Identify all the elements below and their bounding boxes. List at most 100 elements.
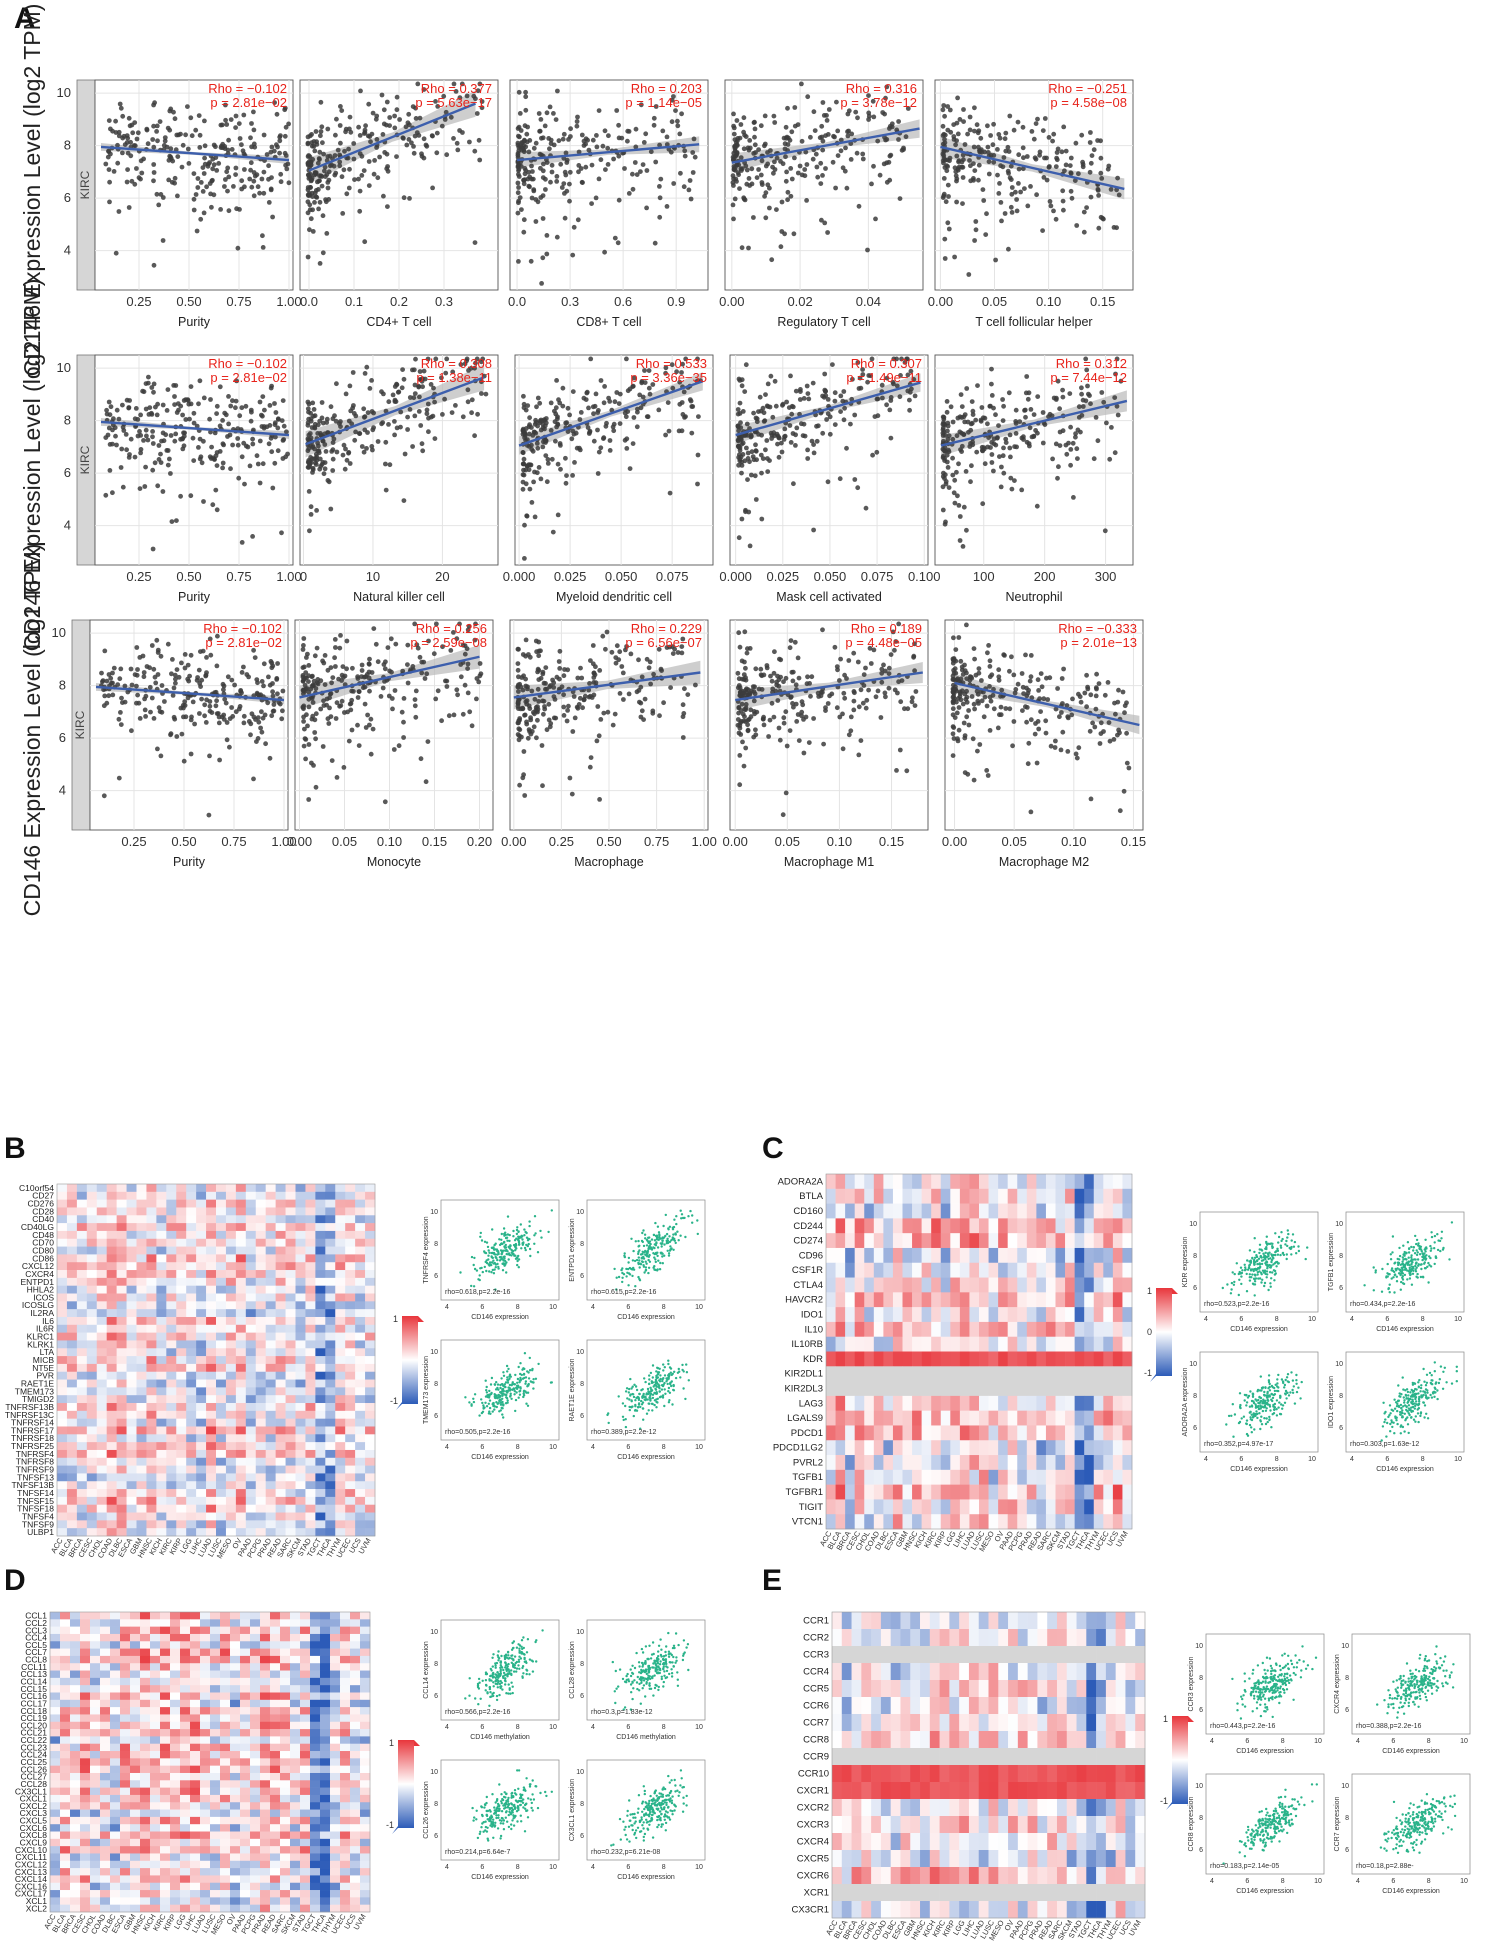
data-point	[751, 689, 757, 694]
heatmap-cell	[235, 1301, 247, 1310]
data-point	[1019, 487, 1025, 493]
data-point	[433, 696, 439, 702]
data-point	[563, 480, 569, 486]
data-point	[774, 207, 779, 213]
data-point	[368, 139, 373, 145]
heatmap-cell	[345, 1215, 356, 1224]
data-point	[731, 111, 736, 117]
data-point	[1124, 730, 1129, 736]
data-point	[752, 134, 757, 140]
data-point	[301, 643, 306, 648]
data-point	[1027, 678, 1033, 684]
data-point	[342, 710, 347, 715]
data-point	[233, 125, 239, 130]
data-point	[220, 465, 226, 471]
heatmap-cell	[345, 1230, 356, 1240]
data-point	[272, 401, 277, 406]
heatmap-cell	[166, 1293, 177, 1302]
data-point	[529, 195, 535, 201]
heatmap-cell	[106, 1262, 117, 1271]
heatmap-cell	[206, 1238, 217, 1247]
data-point	[351, 689, 356, 694]
heatmap-cell	[206, 1348, 217, 1357]
data-point	[365, 410, 371, 415]
data-point	[736, 172, 741, 178]
data-point	[897, 196, 903, 202]
data-point	[1001, 155, 1007, 160]
heatmap-cell	[166, 1215, 177, 1224]
heatmap-cell	[186, 1191, 197, 1200]
heatmap-cell	[335, 1277, 346, 1286]
data-point	[213, 453, 219, 459]
heatmap-cell	[225, 1191, 237, 1200]
data-point	[118, 105, 124, 111]
data-point	[251, 193, 257, 199]
data-point	[1060, 198, 1066, 204]
data-point	[1073, 434, 1078, 440]
data-point	[880, 395, 885, 401]
heatmap-cell	[76, 1223, 88, 1232]
data-point	[743, 362, 749, 368]
data-point	[521, 217, 527, 223]
heatmap-cell	[285, 1356, 296, 1365]
data-point	[875, 138, 881, 144]
data-point	[250, 441, 256, 447]
data-point	[598, 157, 604, 163]
heatmap-cell	[295, 1246, 306, 1255]
data-point	[887, 153, 893, 159]
data-point	[174, 518, 179, 523]
data-point	[413, 116, 419, 121]
data-point	[340, 452, 346, 458]
data-point	[248, 160, 254, 166]
heatmap-cell	[166, 1184, 177, 1193]
data-point	[865, 247, 870, 253]
data-point	[742, 389, 748, 394]
data-point	[660, 128, 666, 134]
x-axis-label: Natural killer cell	[353, 590, 445, 604]
heatmap-cell	[96, 1293, 107, 1302]
data-point	[1124, 700, 1129, 706]
data-point	[319, 462, 325, 467]
heatmap-cell	[235, 1332, 247, 1341]
data-point	[942, 521, 948, 527]
data-point	[987, 694, 993, 700]
data-point	[313, 784, 319, 790]
regression-line	[308, 102, 476, 172]
data-point	[950, 724, 956, 729]
data-point	[941, 131, 947, 137]
data-point	[958, 658, 964, 664]
data-point	[840, 746, 846, 752]
data-point	[201, 171, 207, 176]
heatmap-cell	[315, 1223, 326, 1232]
heatmap-cell	[325, 1332, 336, 1341]
heatmap-cell	[216, 1301, 227, 1310]
data-point	[531, 145, 537, 151]
data-point	[120, 113, 126, 119]
data-point	[479, 99, 485, 104]
heatmap-cell	[106, 1316, 117, 1326]
data-point	[657, 713, 662, 719]
data-point	[569, 436, 575, 442]
heatmap-cell	[216, 1223, 227, 1232]
data-point	[772, 378, 778, 384]
data-point	[516, 646, 521, 652]
data-point	[945, 164, 950, 169]
data-point	[756, 686, 762, 692]
data-point	[848, 157, 854, 162]
data-point	[636, 657, 641, 663]
data-point	[174, 132, 180, 138]
data-point	[989, 393, 995, 398]
data-point	[907, 397, 912, 403]
data-point	[647, 659, 653, 665]
heatmap-cell	[76, 1285, 88, 1294]
data-point	[280, 708, 285, 714]
heatmap-cell	[285, 1332, 296, 1341]
heatmap-cell	[186, 1348, 197, 1357]
heatmap-cell	[295, 1223, 306, 1232]
heatmap-cell	[325, 1223, 336, 1232]
heatmap-cell	[206, 1332, 217, 1341]
data-point	[519, 147, 524, 153]
data-point	[268, 186, 274, 192]
data-point	[220, 460, 226, 466]
rho-label: Rho = 0.312	[1056, 356, 1127, 371]
